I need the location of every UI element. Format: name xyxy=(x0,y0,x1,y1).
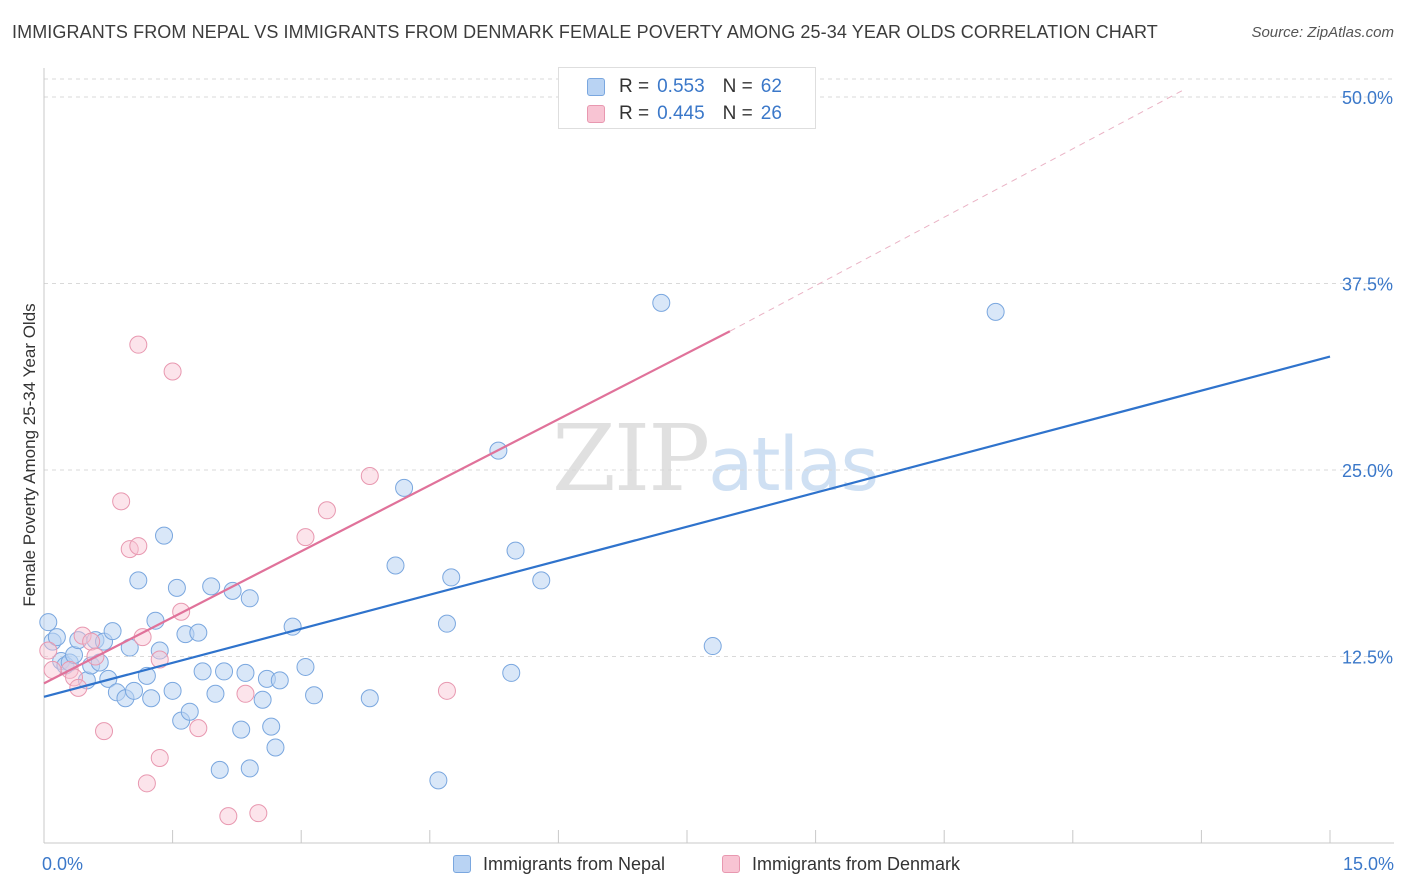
gridlines xyxy=(44,78,1394,657)
denmark-point xyxy=(95,722,114,741)
x-tick-label: 15.0% xyxy=(1343,854,1394,874)
y-axis-label: Female Poverty Among 25-34 Year Olds xyxy=(20,303,39,607)
nepal-point xyxy=(202,577,221,596)
nepal-point xyxy=(652,293,671,312)
nepal-point xyxy=(39,613,58,632)
nepal-point xyxy=(223,581,242,600)
denmark-point xyxy=(249,804,268,823)
denmark-swatch xyxy=(587,105,605,123)
denmark-point xyxy=(129,537,148,556)
nepal-point xyxy=(703,637,722,656)
tick-labels: 12.5% 25.0% 37.5% 50.0% 0.0% 15.0% xyxy=(42,88,1394,874)
nepal-point xyxy=(65,646,84,665)
nepal-point xyxy=(163,681,182,700)
denmark-point xyxy=(150,650,169,669)
denmark-legend-label: Immigrants from Denmark xyxy=(752,853,961,874)
nepal-point xyxy=(180,702,199,721)
axes xyxy=(43,68,1394,844)
denmark-swatch xyxy=(722,855,740,873)
legend-n-label: N = xyxy=(722,103,753,124)
nepal-point xyxy=(189,623,208,642)
y-tick-label: 50.0% xyxy=(1342,88,1393,108)
nepal-point xyxy=(532,571,551,590)
nepal-point xyxy=(129,571,148,590)
denmark-point xyxy=(150,748,169,767)
bottom-legend-nepal: Immigrants from Nepal xyxy=(453,852,665,876)
nepal-point xyxy=(437,614,456,633)
denmark-r-value: 0.445 xyxy=(657,103,705,124)
nepal-point xyxy=(193,662,212,681)
nepal-n-value: 62 xyxy=(760,76,782,97)
nepal-point xyxy=(442,568,461,587)
nepal-swatch xyxy=(587,78,605,96)
denmark-point xyxy=(189,719,208,738)
nepal-point xyxy=(236,663,255,682)
denmark-trend-line xyxy=(43,330,731,685)
nepal-point xyxy=(262,717,281,736)
nepal-point xyxy=(240,759,259,778)
denmark-point xyxy=(317,501,336,520)
source-label: Source: ZipAtlas.com xyxy=(1251,24,1394,41)
denmark-n-value: 26 xyxy=(760,103,782,124)
denmark-trend-extension xyxy=(729,89,1185,332)
nepal-point xyxy=(986,302,1005,321)
denmark-point xyxy=(129,335,148,354)
nepal-point xyxy=(103,622,122,641)
denmark-point xyxy=(360,466,379,485)
nepal-legend-label: Immigrants from Nepal xyxy=(483,853,666,874)
chart-title: IMMIGRANTS FROM NEPAL VS IMMIGRANTS FROM… xyxy=(12,22,1158,42)
denmark-point xyxy=(82,632,101,651)
nepal-point xyxy=(270,671,289,690)
nepal-point xyxy=(506,541,525,560)
nepal-point xyxy=(47,628,66,647)
nepal-point xyxy=(305,686,324,705)
nepal-point xyxy=(125,681,144,700)
nepal-r-value: 0.553 xyxy=(657,76,705,97)
nepal-point xyxy=(386,556,405,575)
denmark-point xyxy=(219,807,238,826)
y-tick-label: 25.0% xyxy=(1342,461,1393,481)
nepal-point xyxy=(232,720,251,739)
y-tick-label: 37.5% xyxy=(1342,275,1393,295)
legend: R = 0.553 N = 62 R = 0.445 N = 26 xyxy=(558,67,816,129)
nepal-swatch xyxy=(453,855,471,873)
nepal-point xyxy=(215,662,234,681)
legend-r-label: R = xyxy=(619,76,650,97)
y-tick-label: 12.5% xyxy=(1342,648,1393,668)
nepal-point xyxy=(266,738,285,757)
denmark-point xyxy=(296,528,315,547)
denmark-point xyxy=(112,492,131,511)
denmark-point xyxy=(39,641,58,660)
x-tick-label: 0.0% xyxy=(42,854,83,874)
nepal-point xyxy=(167,578,186,597)
denmark-point xyxy=(133,628,152,647)
nepal-trend-line xyxy=(43,355,1331,698)
nepal-point xyxy=(206,684,225,703)
nepal-point xyxy=(429,771,448,790)
nepal-point xyxy=(210,760,229,779)
nepal-point xyxy=(395,478,414,497)
denmark-point xyxy=(163,362,182,381)
nepal-point xyxy=(253,690,272,709)
scatter-points xyxy=(39,293,1005,826)
bottom-legend-denmark: Immigrants from Denmark xyxy=(722,852,960,876)
denmark-point xyxy=(437,681,456,700)
denmark-point xyxy=(137,774,156,793)
legend-n-label: N = xyxy=(722,76,753,97)
legend-row-nepal: R = 0.553 N = 62 xyxy=(587,75,782,99)
nepal-point xyxy=(142,689,161,708)
nepal-point xyxy=(296,657,315,676)
denmark-point xyxy=(236,684,255,703)
nepal-point xyxy=(155,526,174,545)
legend-r-label: R = xyxy=(619,103,650,124)
trend-lines xyxy=(43,89,1331,698)
legend-row-denmark: R = 0.445 N = 26 xyxy=(587,102,782,126)
nepal-point xyxy=(502,663,521,682)
watermark: ZIPatlas xyxy=(552,405,879,512)
nepal-point xyxy=(240,589,259,608)
nepal-point xyxy=(360,689,379,708)
